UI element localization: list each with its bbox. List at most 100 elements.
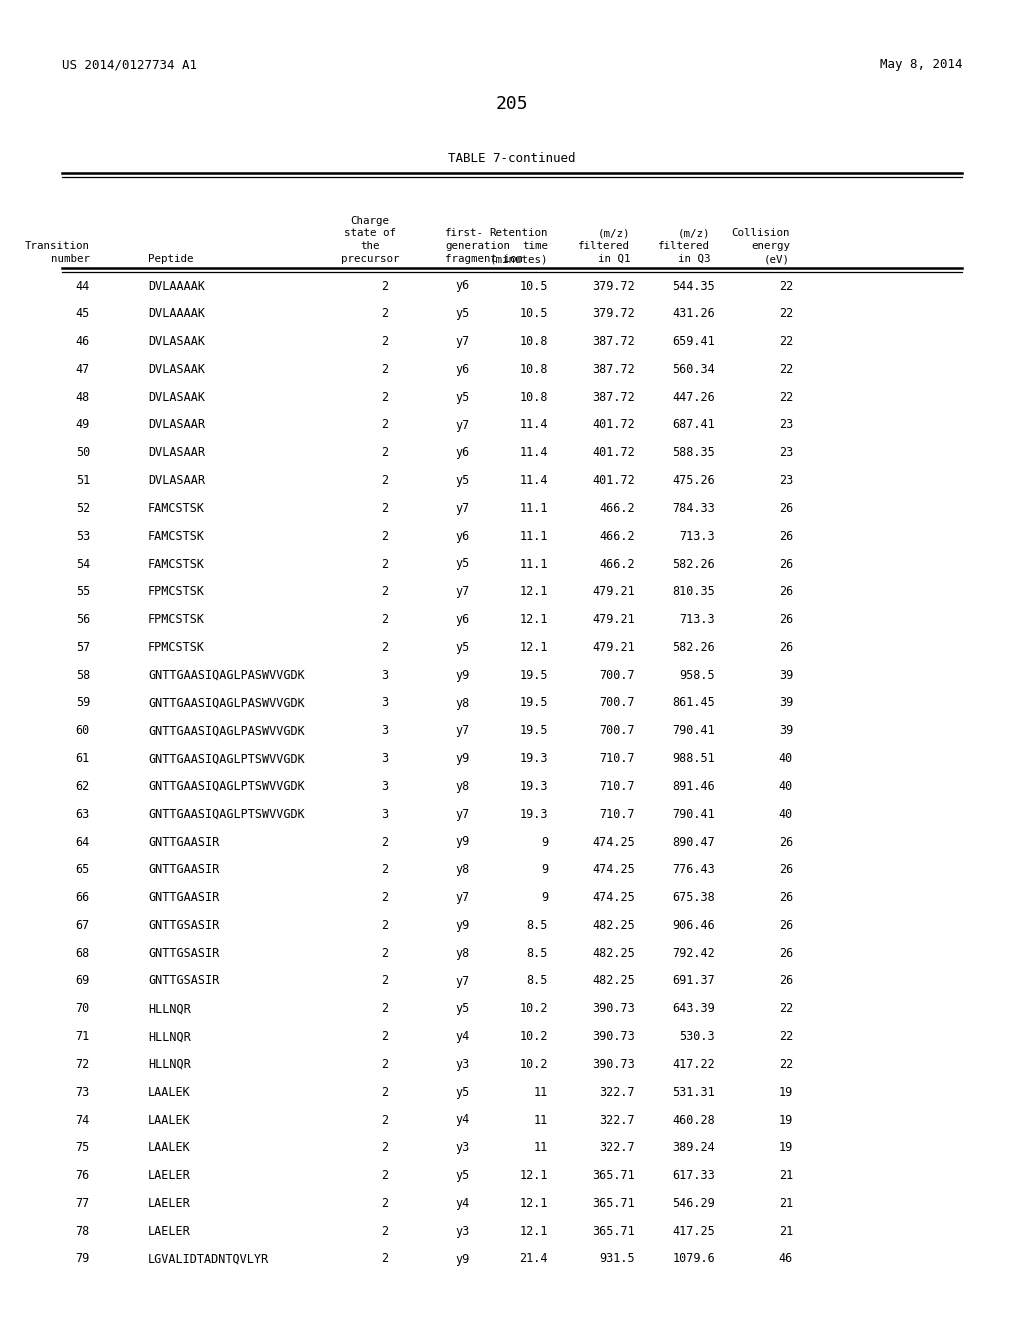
Text: 546.29: 546.29 xyxy=(672,1197,715,1210)
Text: GNTTGAASIQAGLPASWVVGDK: GNTTGAASIQAGLPASWVVGDK xyxy=(148,669,305,681)
Text: LAALEK: LAALEK xyxy=(148,1114,190,1126)
Text: FPMCSTSK: FPMCSTSK xyxy=(148,585,205,598)
Text: 70: 70 xyxy=(76,1002,90,1015)
Text: Retention
time
(minutes): Retention time (minutes) xyxy=(489,228,548,264)
Text: Peptide: Peptide xyxy=(148,253,194,264)
Text: 22: 22 xyxy=(778,1057,793,1071)
Text: 10.2: 10.2 xyxy=(519,1057,548,1071)
Text: GNTTGSASIR: GNTTGSASIR xyxy=(148,974,219,987)
Text: 582.26: 582.26 xyxy=(672,642,715,653)
Text: 379.72: 379.72 xyxy=(592,280,635,293)
Text: 387.72: 387.72 xyxy=(592,335,635,348)
Text: 55: 55 xyxy=(76,585,90,598)
Text: 2: 2 xyxy=(381,919,388,932)
Text: y7: y7 xyxy=(455,808,469,821)
Text: y5: y5 xyxy=(455,474,469,487)
Text: 482.25: 482.25 xyxy=(592,974,635,987)
Text: 62: 62 xyxy=(76,780,90,793)
Text: 931.5: 931.5 xyxy=(599,1253,635,1266)
Text: 2: 2 xyxy=(381,335,388,348)
Text: 11.1: 11.1 xyxy=(519,529,548,543)
Text: y7: y7 xyxy=(455,502,469,515)
Text: 322.7: 322.7 xyxy=(599,1114,635,1126)
Text: 26: 26 xyxy=(778,585,793,598)
Text: y8: y8 xyxy=(455,780,469,793)
Text: y3: y3 xyxy=(455,1057,469,1071)
Text: 22: 22 xyxy=(778,308,793,321)
Text: y5: y5 xyxy=(455,391,469,404)
Text: 479.21: 479.21 xyxy=(592,585,635,598)
Text: 26: 26 xyxy=(778,946,793,960)
Text: 46: 46 xyxy=(778,1253,793,1266)
Text: 10.5: 10.5 xyxy=(519,308,548,321)
Text: 9: 9 xyxy=(541,863,548,876)
Text: 3: 3 xyxy=(381,752,388,766)
Text: 687.41: 687.41 xyxy=(672,418,715,432)
Text: y7: y7 xyxy=(455,418,469,432)
Text: 66: 66 xyxy=(76,891,90,904)
Text: 466.2: 466.2 xyxy=(599,557,635,570)
Text: 776.43: 776.43 xyxy=(672,863,715,876)
Text: 988.51: 988.51 xyxy=(672,752,715,766)
Text: y4: y4 xyxy=(455,1197,469,1210)
Text: y9: y9 xyxy=(455,1253,469,1266)
Text: 78: 78 xyxy=(76,1225,90,1238)
Text: 19.5: 19.5 xyxy=(519,669,548,681)
Text: DVLASAAK: DVLASAAK xyxy=(148,391,205,404)
Text: 617.33: 617.33 xyxy=(672,1170,715,1183)
Text: 582.26: 582.26 xyxy=(672,557,715,570)
Text: LAELER: LAELER xyxy=(148,1197,190,1210)
Text: GNTTGAASIQAGLPTSWVVGDK: GNTTGAASIQAGLPTSWVVGDK xyxy=(148,780,305,793)
Text: LAELER: LAELER xyxy=(148,1225,190,1238)
Text: 466.2: 466.2 xyxy=(599,529,635,543)
Text: 2: 2 xyxy=(381,391,388,404)
Text: 713.3: 713.3 xyxy=(679,612,715,626)
Text: 784.33: 784.33 xyxy=(672,502,715,515)
Text: 21: 21 xyxy=(778,1197,793,1210)
Text: 2: 2 xyxy=(381,946,388,960)
Text: 22: 22 xyxy=(778,1002,793,1015)
Text: 659.41: 659.41 xyxy=(672,335,715,348)
Text: 710.7: 710.7 xyxy=(599,752,635,766)
Text: (m/z)
filtered
in Q3: (m/z) filtered in Q3 xyxy=(658,228,710,264)
Text: 474.25: 474.25 xyxy=(592,863,635,876)
Text: y6: y6 xyxy=(455,446,469,459)
Text: 2: 2 xyxy=(381,585,388,598)
Text: 2: 2 xyxy=(381,557,388,570)
Text: 12.1: 12.1 xyxy=(519,1197,548,1210)
Text: 466.2: 466.2 xyxy=(599,502,635,515)
Text: 2: 2 xyxy=(381,1142,388,1154)
Text: 64: 64 xyxy=(76,836,90,849)
Text: y8: y8 xyxy=(455,863,469,876)
Text: Charge
state of
the
precursor: Charge state of the precursor xyxy=(341,215,399,264)
Text: DVLASAAR: DVLASAAR xyxy=(148,446,205,459)
Text: 8.5: 8.5 xyxy=(526,946,548,960)
Text: 67: 67 xyxy=(76,919,90,932)
Text: y5: y5 xyxy=(455,642,469,653)
Text: 2: 2 xyxy=(381,446,388,459)
Text: 26: 26 xyxy=(778,891,793,904)
Text: 44: 44 xyxy=(76,280,90,293)
Text: 69: 69 xyxy=(76,974,90,987)
Text: 389.24: 389.24 xyxy=(672,1142,715,1154)
Text: GNTTGAASIQAGLPASWVVGDK: GNTTGAASIQAGLPASWVVGDK xyxy=(148,725,305,738)
Text: 72: 72 xyxy=(76,1057,90,1071)
Text: 22: 22 xyxy=(778,391,793,404)
Text: 11.1: 11.1 xyxy=(519,557,548,570)
Text: 23: 23 xyxy=(778,446,793,459)
Text: 365.71: 365.71 xyxy=(592,1170,635,1183)
Text: 10.8: 10.8 xyxy=(519,363,548,376)
Text: 9: 9 xyxy=(541,891,548,904)
Text: 75: 75 xyxy=(76,1142,90,1154)
Text: 588.35: 588.35 xyxy=(672,446,715,459)
Text: 22: 22 xyxy=(778,1030,793,1043)
Text: 19.5: 19.5 xyxy=(519,697,548,710)
Text: y7: y7 xyxy=(455,891,469,904)
Text: LAELER: LAELER xyxy=(148,1170,190,1183)
Text: May 8, 2014: May 8, 2014 xyxy=(880,58,962,71)
Text: US 2014/0127734 A1: US 2014/0127734 A1 xyxy=(62,58,197,71)
Text: 26: 26 xyxy=(778,974,793,987)
Text: y3: y3 xyxy=(455,1142,469,1154)
Text: 56: 56 xyxy=(76,612,90,626)
Text: 26: 26 xyxy=(778,502,793,515)
